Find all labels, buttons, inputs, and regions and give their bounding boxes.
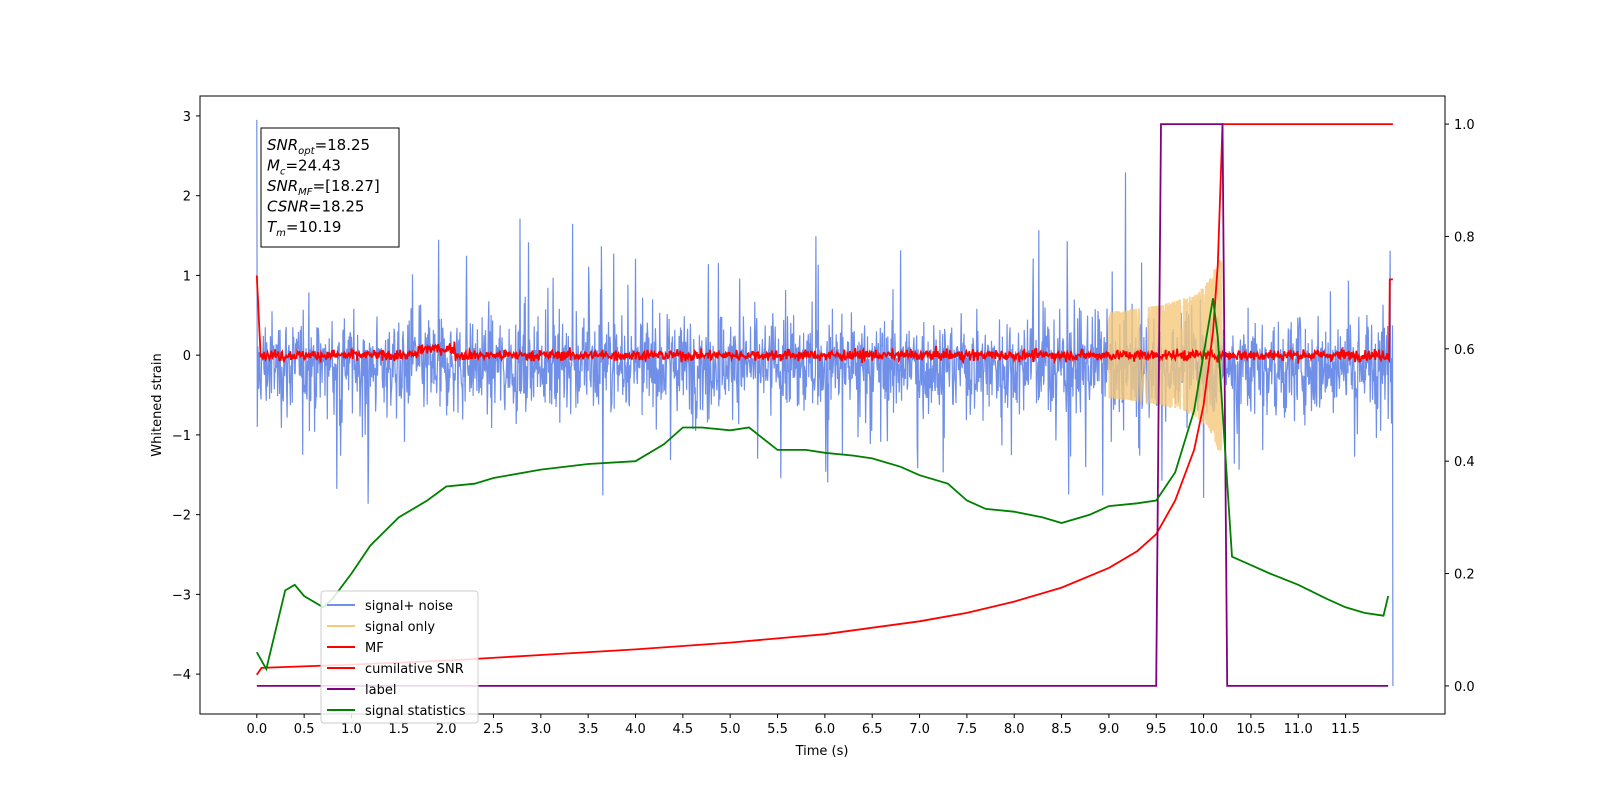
y-tick-label: 2 bbox=[183, 190, 191, 205]
x-tick-label: 8.0 bbox=[1004, 722, 1025, 737]
legend-label-mf: MF bbox=[365, 641, 384, 656]
legend: signal+ noise signal only MF cumilative SNR… bbox=[320, 590, 479, 724]
x-tick-label: 4.0 bbox=[625, 722, 646, 737]
x-tick-label: 6.0 bbox=[815, 722, 836, 737]
x-tick-label: 11.5 bbox=[1331, 722, 1360, 737]
x-tick-label: 4.5 bbox=[673, 722, 694, 737]
annotation-line: Tm=10.19 bbox=[267, 218, 341, 239]
series-label bbox=[256, 123, 1389, 687]
y-tick-label: 0 bbox=[183, 349, 191, 364]
series-signal-only bbox=[1108, 260, 1225, 451]
y2-tick-label: 0.8 bbox=[1454, 230, 1475, 245]
series-mf bbox=[255, 275, 1393, 365]
x-tick-label: 2.0 bbox=[436, 722, 457, 737]
x-tick-label: 1.0 bbox=[341, 722, 362, 737]
y2-tick-label: 0.4 bbox=[1454, 455, 1475, 470]
series-layer bbox=[255, 119, 1394, 687]
x-tick-label: 5.5 bbox=[767, 722, 788, 737]
annotation-line: SNRopt=18.25 bbox=[267, 136, 370, 157]
x-tick-label: 9.5 bbox=[1146, 722, 1167, 737]
y-tick-label: 1 bbox=[183, 269, 191, 284]
legend-label-signal-statistics: signal statistics bbox=[365, 704, 466, 719]
legend-label-cumilative-snr: cumilative SNR bbox=[365, 662, 464, 677]
x-tick-label: 3.0 bbox=[530, 722, 551, 737]
x-tick-label: 1.5 bbox=[388, 722, 409, 737]
x-tick-label: 11.0 bbox=[1284, 722, 1313, 737]
x-tick-label: 7.0 bbox=[909, 722, 930, 737]
annotation-line: Mc=24.43 bbox=[267, 157, 341, 178]
annotation-line: CSNR=18.25 bbox=[267, 198, 364, 216]
y-tick-label: 3 bbox=[183, 110, 191, 125]
x-tick-label: 10.0 bbox=[1189, 722, 1218, 737]
x-tick-label: 2.5 bbox=[483, 722, 504, 737]
legend-label-label: label bbox=[365, 683, 396, 698]
x-tick-label: 10.5 bbox=[1236, 722, 1265, 737]
annotation-box: SNRopt=18.25 Mc=24.43 SNRMF=[18.27] CSNR=18… bbox=[260, 127, 400, 248]
y2-tick-label: 1.0 bbox=[1454, 118, 1475, 133]
y2-tick-label: 0.0 bbox=[1454, 680, 1475, 695]
x-tick-label: 5.0 bbox=[720, 722, 741, 737]
y-axis-label: Whitened strain bbox=[150, 353, 165, 456]
legend-label-signal-noise: signal+ noise bbox=[365, 599, 453, 614]
x-tick-label: 7.5 bbox=[957, 722, 978, 737]
x-tick-label: 9.0 bbox=[1099, 722, 1120, 737]
series-signal-statistics bbox=[256, 298, 1390, 672]
y-axis-left: 3 2 1 0 −1 −2 −3 −4 bbox=[172, 110, 200, 683]
y2-tick-label: 0.2 bbox=[1454, 568, 1475, 583]
x-tick-label: 0.5 bbox=[294, 722, 315, 737]
x-tick-label: 6.5 bbox=[862, 722, 883, 737]
y-tick-label: −2 bbox=[172, 509, 191, 524]
annotation-line: SNRMF=[18.27] bbox=[267, 177, 380, 198]
y-tick-label: −4 bbox=[172, 668, 191, 683]
plot-frame bbox=[199, 95, 1446, 715]
x-tick-label: 0.0 bbox=[246, 722, 267, 737]
x-axis: 0.0 0.5 1.0 1.5 2.0 2.5 3.0 3.5 4.0 4.5 5.0 5.5 6.0 6… bbox=[246, 714, 1360, 737]
y-tick-label: −1 bbox=[172, 429, 191, 444]
legend-label-signal-only: signal only bbox=[365, 620, 435, 635]
y-tick-label: −3 bbox=[172, 588, 191, 603]
x-tick-label: 3.5 bbox=[578, 722, 599, 737]
x-tick-label: 8.5 bbox=[1051, 722, 1072, 737]
y-axis-right: 1.0 0.8 0.6 0.4 0.2 0.0 bbox=[1445, 118, 1475, 695]
x-axis-label: Time (s) bbox=[795, 744, 849, 759]
y2-tick-label: 0.6 bbox=[1454, 343, 1475, 358]
